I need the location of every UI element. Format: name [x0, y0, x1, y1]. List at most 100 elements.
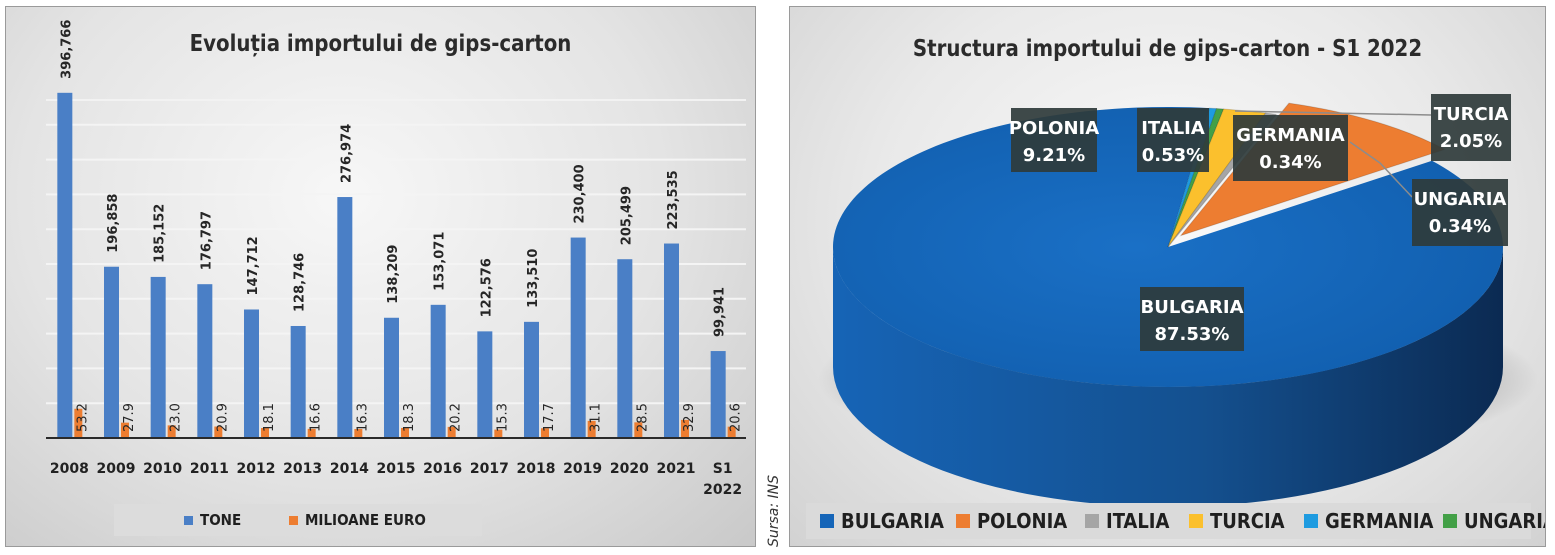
source-note: Sursa: INS: [766, 474, 782, 547]
bar-tone-2017: [477, 331, 493, 438]
data-label-milioane-euro-2016: 20.2: [449, 403, 464, 432]
legend-swatch-turcia: [1189, 514, 1203, 528]
data-label-box: [1431, 94, 1511, 161]
bar-tone-2016: [430, 304, 446, 438]
data-label-name: ITALIA: [1141, 118, 1205, 139]
data-label-milioane-euro-2018: 17.7: [542, 403, 557, 432]
legend-label-turcia: TURCIA: [1210, 509, 1285, 533]
data-label-tone-2021: 223,535: [666, 170, 681, 229]
bar-milioane-euro-2015: [401, 427, 409, 438]
data-label-milioane-euro-2020: 28.5: [635, 403, 650, 432]
legend-item-bulgaria: BULGARIA: [820, 503, 944, 539]
bar-tone-s1-2022: [710, 351, 726, 438]
bar-tone-2015: [384, 317, 399, 438]
bar-milioane-euro-s1-2022: [727, 426, 736, 438]
tick-label-2020: 2020: [610, 461, 649, 477]
data-label-box: [1140, 287, 1244, 351]
data-label-tone-2008: 396,766: [59, 20, 74, 79]
pie-chart-panel: Structura importului de gips-carton - S1…: [789, 6, 1546, 547]
bar-milioane-euro-2021: [681, 419, 689, 438]
legend-item-milioane-euro: MILIOANE EURO: [289, 504, 426, 536]
bar-milioane-euro-2019: [587, 420, 596, 438]
data-label-tone-2009: 196,858: [106, 194, 121, 253]
data-label-box: [1137, 108, 1209, 172]
pie-chart-title: Structura importului de gips-carton - S1…: [912, 36, 1423, 62]
data-label-germania: GERMANIA 0.34%: [1233, 115, 1348, 181]
bar-milioane-euro-2018: [541, 428, 549, 438]
data-label-name: UNGARIA: [1414, 189, 1507, 210]
bar-tone-2008: [57, 92, 73, 438]
bar-tone-2010: [150, 276, 166, 438]
bar-milioane-euro-2014: [354, 429, 363, 438]
bar-milioane-euro-2010: [167, 425, 176, 438]
bar-milioane-euro-2009: [121, 422, 129, 438]
tick-label-s1-2022: S1 2022: [703, 461, 742, 498]
bar-chart-panel: Evoluția importului de gips-carton 396,7…: [5, 6, 756, 547]
pie-slice-ungaria: [1167, 107, 1225, 248]
bar-tone-2014: [337, 197, 353, 438]
data-label-tone-2019: 230,400: [573, 164, 588, 223]
data-label-milioane-euro-2010: 23.0: [169, 403, 184, 432]
data-label-box: [1233, 115, 1348, 181]
tick-label-2017: 2017: [470, 461, 509, 477]
data-label-polonia: POLONIA 9.21%: [1009, 108, 1099, 172]
data-label-tone-s1-2022: 99,941: [713, 287, 728, 337]
legend-label-germania: GERMANIA: [1325, 509, 1434, 533]
bar-milioane-euro-2011: [214, 426, 223, 438]
legend-swatch-tone: [184, 515, 193, 525]
legend-label-tone: TONE: [200, 511, 242, 529]
pie-chart-legend: BULGARIA POLONIA ITALIA TURCIA GERMANIA UNGAR…: [806, 503, 1545, 539]
bar-tone-2018: [524, 321, 539, 438]
tick-label-2013: 2013: [283, 461, 322, 477]
data-label-tone-2017: 122,576: [479, 258, 494, 317]
tick-label-2014: 2014: [330, 461, 369, 477]
data-label-value: 87.53%: [1155, 324, 1230, 345]
data-label-milioane-euro-2014: 16.3: [355, 403, 370, 432]
leader-line-turcia: [1234, 110, 1432, 116]
bar-chart-legend: TONE MILIOANE EURO: [114, 504, 482, 536]
legend-swatch-bulgaria: [820, 514, 834, 528]
legend-swatch-germania: [1304, 514, 1318, 528]
data-label-tone-2014: 276,974: [339, 124, 354, 183]
data-label-milioane-euro-2019: 31.1: [589, 403, 604, 432]
legend-label-bulgaria: BULGARIA: [841, 509, 944, 533]
pie-chart-plot: BULGARIA 87.53% POLONIA 9.21% ITALIA 0.53% TUR…: [818, 94, 1538, 507]
tick-label-2012: 2012: [237, 461, 276, 477]
bar-tone-2011: [197, 284, 213, 438]
legend-item-turcia: TURCIA: [1189, 503, 1285, 539]
bar-milioane-euro-2016: [447, 426, 456, 438]
legend-swatch-italia: [1085, 514, 1099, 528]
data-label-milioane-euro-2021: 32.9: [682, 403, 697, 432]
bar-milioane-euro-2013: [307, 428, 316, 438]
bar-milioane-euro-2012: [261, 428, 269, 438]
legend-swatch-milioane-euro: [289, 515, 298, 525]
data-label-milioane-euro-2015: 18.3: [402, 403, 417, 432]
legend-item-tone: TONE: [184, 504, 241, 536]
data-label-milioane-euro-s1-2022: 20.6: [729, 403, 744, 432]
bar-chart-plot: 396,766 53.2 2008 196,858 27.9 2009 185,152 23.…: [46, 20, 746, 498]
bar-chart-title: Evoluția importului de gips-carton: [189, 31, 572, 57]
data-label-milioane-euro-2013: 16.6: [309, 403, 324, 432]
data-label-milioane-euro-2008: 53.2: [75, 403, 90, 432]
legend-swatch-ungaria: [1443, 514, 1457, 528]
data-label-milioane-euro-2012: 18.1: [262, 403, 277, 432]
tick-label-2019: 2019: [563, 461, 602, 477]
tick-label-2018: 2018: [517, 461, 556, 477]
legend-label-polonia: POLONIA: [977, 509, 1068, 533]
data-label-tone-2012: 147,712: [246, 236, 261, 295]
data-label-tone-2011: 176,797: [199, 211, 214, 270]
data-label-box: [1011, 108, 1097, 172]
tick-label-2016: 2016: [423, 461, 462, 477]
leader-line-ungaria: [1349, 141, 1413, 198]
legend-label-milioane-euro: MILIOANE EURO: [305, 511, 426, 529]
data-label-tone-2018: 133,510: [526, 249, 541, 308]
legend-item-italia: ITALIA: [1085, 503, 1169, 539]
bar-tone-2021: [664, 243, 679, 438]
data-label-milioane-euro-2011: 20.9: [215, 403, 230, 432]
tick-label-2010: 2010: [143, 461, 182, 477]
data-label-tone-2020: 205,499: [619, 186, 634, 245]
bar-tone-2009: [104, 266, 119, 438]
data-label-bulgaria: BULGARIA 87.53%: [1140, 287, 1244, 351]
data-label-milioane-euro-2017: 15.3: [495, 403, 510, 432]
data-label-name: TURCIA: [1434, 104, 1509, 125]
